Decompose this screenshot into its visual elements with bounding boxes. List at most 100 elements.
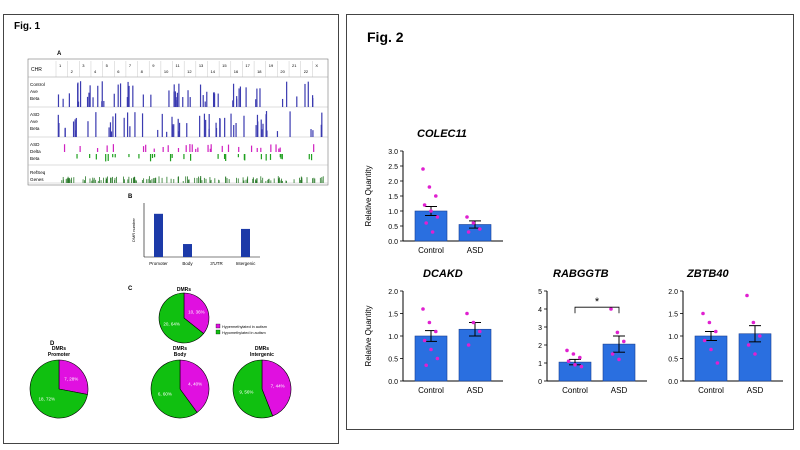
signal-bar <box>225 176 226 183</box>
chromosome-label: 14 <box>210 69 215 74</box>
signal-bar <box>166 131 168 137</box>
signal-bar <box>141 113 144 137</box>
y-tick-label: 0.5 <box>388 357 398 364</box>
signal-bar <box>62 176 64 183</box>
signal-bar <box>174 91 176 107</box>
signal-bar <box>320 124 322 137</box>
signal-bar <box>217 154 219 159</box>
signal-bar <box>105 177 107 183</box>
signal-bar <box>185 145 187 152</box>
signal-bar <box>175 97 177 107</box>
signal-bar <box>256 88 258 107</box>
signal-bar <box>162 146 164 152</box>
signal-bar <box>285 180 287 183</box>
signal-bar <box>293 179 295 183</box>
panel-b-tick-label: Promoter <box>149 261 168 266</box>
panel-b-bar <box>183 244 192 257</box>
signal-bar <box>199 84 202 107</box>
signal-bar <box>256 178 258 183</box>
signal-bar <box>219 118 221 137</box>
signal-bar <box>89 85 91 107</box>
signal-bar <box>62 98 64 107</box>
signal-bar <box>123 117 125 137</box>
data-point <box>421 307 425 311</box>
signal-bar <box>203 177 205 183</box>
signal-bar <box>176 92 178 107</box>
figure-2-panel: Fig. 2 COLEC11 Relative Quantity 0.0 0.5 1.0… <box>346 14 794 430</box>
signal-bar <box>215 122 217 137</box>
y-axis-label: Relative Quantity <box>364 306 373 367</box>
signal-bar <box>101 81 103 107</box>
signal-bar <box>158 176 160 183</box>
data-point <box>434 329 438 334</box>
signal-bar <box>128 176 130 183</box>
signal-bar <box>237 178 239 183</box>
signal-bar <box>286 81 288 107</box>
signal-bar <box>281 154 283 160</box>
signal-bar <box>182 180 184 183</box>
track-label: Beta <box>30 96 40 101</box>
signal-bar <box>77 101 80 107</box>
signal-bar <box>189 97 191 107</box>
signal-bar <box>76 154 78 159</box>
signal-bar <box>237 154 239 158</box>
data-point <box>471 221 476 225</box>
signal-bar <box>95 112 97 137</box>
signal-bar <box>191 144 193 152</box>
signal-bar <box>265 111 268 137</box>
chromosome-label: 9 <box>152 63 155 68</box>
signal-bar <box>253 178 254 183</box>
chr-label: CHR <box>31 67 42 73</box>
signal-bar <box>87 121 89 137</box>
signal-bar <box>187 176 188 183</box>
data-point <box>578 355 582 360</box>
chromosome-label: 17 <box>245 63 250 68</box>
signal-bar <box>278 179 280 183</box>
signal-bar <box>86 96 89 107</box>
signal-bar <box>103 100 105 107</box>
signal-bar <box>308 154 310 160</box>
gene-title: DCAKD <box>423 268 463 280</box>
signal-bar <box>217 93 219 107</box>
signal-bar <box>161 113 163 137</box>
signal-bar <box>185 176 187 183</box>
data-point <box>421 167 425 171</box>
signal-bar <box>262 123 264 137</box>
data-point <box>471 320 476 325</box>
signal-bar <box>112 144 114 152</box>
signal-bar <box>202 95 204 107</box>
chromosome-label: 18 <box>257 69 262 74</box>
signal-bar <box>245 179 247 183</box>
data-point <box>427 320 432 325</box>
signal-bar <box>196 177 198 183</box>
signal-bar <box>286 180 287 183</box>
panel-b-label: B <box>128 194 133 200</box>
chromosome-label: 21 <box>292 63 297 68</box>
data-point <box>701 311 705 316</box>
data-point <box>566 359 571 364</box>
panel-b-ylabel: DMR number <box>131 218 136 242</box>
signal-bar <box>88 92 90 107</box>
signal-bar <box>279 177 280 183</box>
data-point <box>615 330 620 335</box>
signal-bar <box>93 177 95 183</box>
signal-bar <box>243 180 245 183</box>
legend-swatch <box>215 323 221 329</box>
signal-bar <box>205 178 207 183</box>
signal-bar <box>205 119 207 137</box>
signal-bar <box>210 179 212 183</box>
signal-bar <box>310 154 313 161</box>
signal-bar <box>182 97 184 107</box>
signal-bar <box>232 83 235 107</box>
signal-bar <box>204 101 206 107</box>
signal-bar <box>134 112 136 137</box>
signal-bar <box>103 177 104 183</box>
y-tick-label: 2.0 <box>388 289 398 296</box>
signal-bar <box>250 145 253 152</box>
signal-bar <box>260 147 262 152</box>
x-tick-label: ASD <box>747 386 764 395</box>
y-tick-label: 5 <box>538 289 542 296</box>
signal-bar <box>178 83 180 107</box>
figure-1-panel: Fig. 1 A CHR 1 2 3 4 5 6 7 8 9 10 11 12 13 14 15 16 17 18 19… <box>3 14 339 444</box>
signal-bar <box>113 93 115 107</box>
